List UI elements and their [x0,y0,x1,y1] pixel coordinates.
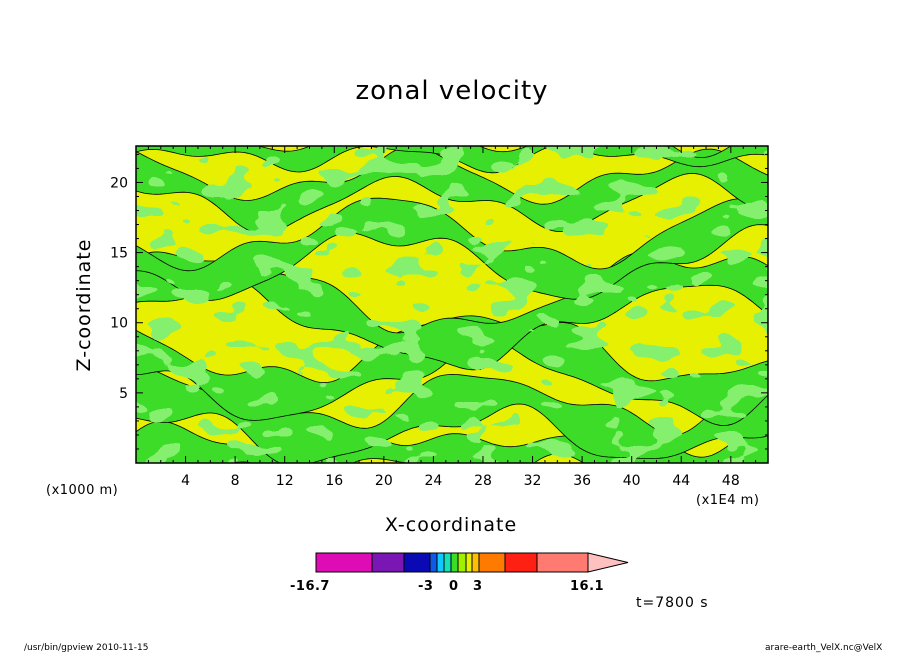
x-tick-label: 16 [325,473,343,489]
y-tick-label: 20 [110,175,128,191]
x-tick-label: 12 [276,473,294,489]
footer-right: arare-earth_VelX.nc@VelX [765,643,883,653]
x-axis-title: X-coordinate [384,514,518,536]
colorbar-segment [471,552,480,573]
colorbar-max-label: 16.1 [570,579,605,594]
colorbar [315,552,629,573]
colorbar-segment [315,552,373,573]
colorbar-segment [478,552,506,573]
colorbar-segment [457,552,467,573]
colorbar-segment [436,552,445,573]
x-tick-label: 4 [181,473,190,489]
colorbar-tick-zero: 0 [449,579,459,594]
x-tick-label: 44 [672,473,690,489]
colorbar-segment [403,552,431,573]
x-tick-label: 24 [424,473,442,489]
x-tick-label: 8 [231,473,240,489]
colorbar-min-label: -16.7 [290,579,330,594]
y-tick-label: 15 [110,246,128,262]
x-tick-label: 40 [623,473,641,489]
x-tick-label: 32 [524,473,542,489]
colorbar-segment [443,552,452,573]
colorbar-tick-neg: -3 [418,579,434,594]
time-label: t=7800 s [636,595,709,611]
plot-frame [135,145,769,464]
chart-title: zonal velocity [355,76,549,106]
y-axis-title: Z-coordinate [73,238,95,372]
x-scale-label: (x1E4 m) [696,493,760,508]
y-tick-label: 5 [119,386,128,402]
colorbar-segment [371,552,405,573]
colorbar-arrow [587,552,629,573]
x-unit-label: (x1000 m) [46,483,119,498]
x-tick-label: 28 [474,473,492,489]
x-axis: 4 8 12 16 20 24 28 32 36 40 44 48 [147,146,757,489]
colorbar-segment [465,552,473,573]
y-tick-label: 10 [110,316,128,332]
x-tick-label: 36 [573,473,591,489]
x-tick-label: 20 [375,473,393,489]
y-axis: 5 10 15 20 [110,153,768,450]
contour-field [136,146,768,463]
footer-left: /usr/bin/gpview 2010-11-15 [24,643,149,653]
noise-patches [136,146,768,463]
colorbar-segment [536,552,589,573]
colorbar-tick-pos: 3 [473,579,483,594]
x-tick-label: 48 [722,473,740,489]
colorbar-segment [504,552,538,573]
colorbar-segment [429,552,438,573]
colorbar-segment [450,552,459,573]
